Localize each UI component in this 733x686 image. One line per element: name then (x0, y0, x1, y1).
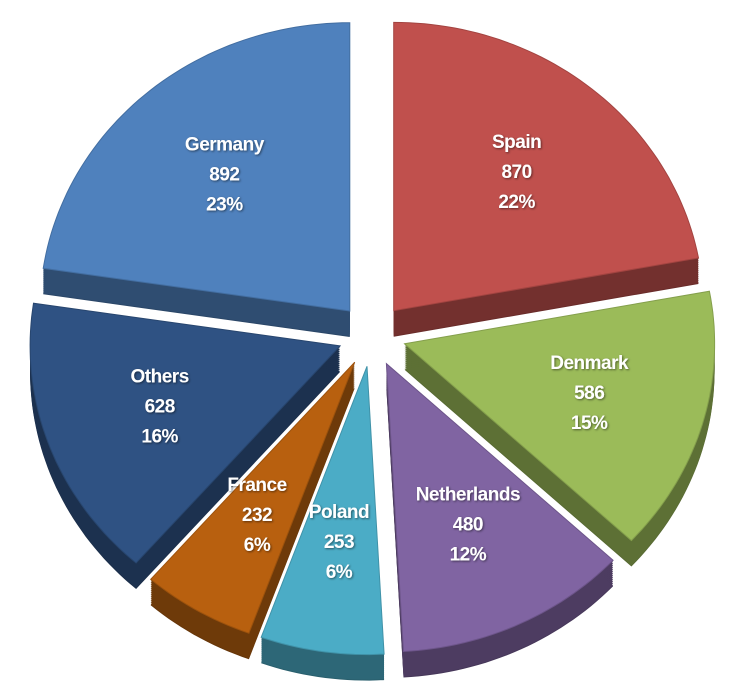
slice-percent: 6% (326, 562, 353, 583)
slice-label: Spain (492, 132, 541, 153)
slice-value: 892 (209, 165, 239, 186)
labels: Germany 892 23% Spain 870 22% Denmark 586 15% Net… (131, 132, 630, 583)
slice-percent: 23% (206, 195, 243, 216)
slice (403, 290, 716, 542)
slice (42, 22, 351, 312)
slice-percent: 6% (244, 535, 271, 556)
slice-percent: 22% (498, 192, 535, 213)
slice-value: 628 (145, 397, 175, 418)
slice-tops (29, 21, 716, 656)
slice (149, 361, 356, 634)
slice-label: Netherlands (416, 485, 520, 506)
slice-value: 232 (242, 505, 272, 526)
slice-percent: 12% (450, 545, 487, 566)
slice (260, 366, 385, 656)
slice-value: 480 (453, 515, 483, 536)
slice (385, 362, 614, 653)
slice-label: Poland (309, 502, 369, 523)
slice-percent: 15% (571, 413, 608, 434)
slice-percent: 16% (141, 427, 178, 448)
slice-value: 586 (574, 383, 604, 404)
slice-value: 253 (324, 532, 354, 553)
slice-value: 870 (501, 162, 531, 183)
slice-label: Denmark (550, 353, 629, 374)
slice-label: France (227, 475, 286, 496)
slice-label: Others (131, 367, 189, 388)
slice (29, 302, 342, 564)
slice-label: Germany (185, 135, 265, 156)
slice (393, 21, 700, 312)
